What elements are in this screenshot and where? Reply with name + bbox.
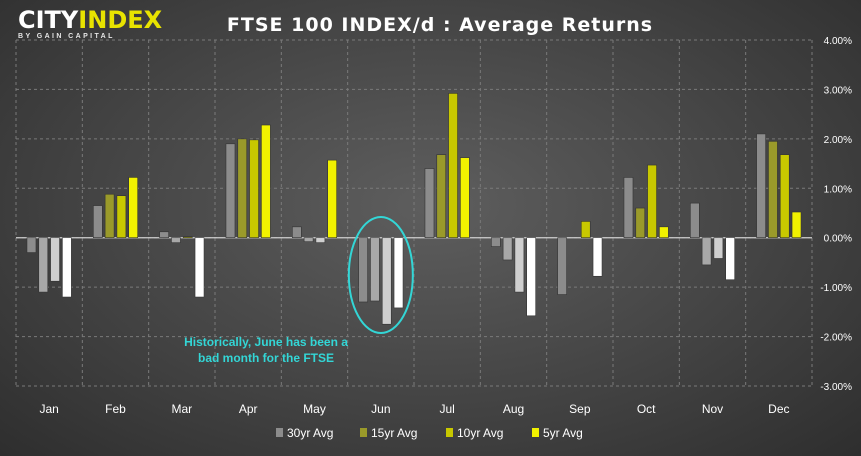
bar <box>62 237 72 298</box>
legend-swatch <box>532 428 539 437</box>
annotation-text: bad month for the FTSE <box>198 351 334 365</box>
bar <box>647 164 657 239</box>
bar <box>171 237 181 243</box>
bar <box>502 237 513 261</box>
bar <box>237 138 248 239</box>
annotation-text: Historically, June has been a <box>184 335 348 349</box>
bar <box>93 205 103 239</box>
x-tick-label: May <box>303 402 326 416</box>
y-tick-label: -2.00% <box>820 333 852 344</box>
logo: CITYINDEX BY GAIN CAPITAL <box>18 8 162 40</box>
legend-label: 15yr Avg <box>371 426 417 440</box>
y-tick-label: -3.00% <box>820 382 852 393</box>
chart-title: FTSE 100 INDEX/d : Average Returns <box>226 14 654 36</box>
bar <box>225 143 236 239</box>
bar <box>689 202 700 239</box>
bar <box>261 124 271 239</box>
x-tick-label: Jun <box>371 402 390 416</box>
bar <box>370 237 380 302</box>
bar <box>128 177 138 239</box>
x-tick-label: Feb <box>105 402 126 416</box>
bar <box>490 237 501 247</box>
bar <box>393 237 404 309</box>
bar <box>623 177 634 239</box>
y-tick-label: 0.00% <box>824 234 852 245</box>
bar <box>713 237 724 259</box>
x-tick-label: Mar <box>171 402 192 416</box>
bar <box>514 237 525 293</box>
legend-label: 10yr Avg <box>457 426 503 440</box>
y-tick-label: 1.00% <box>824 184 852 195</box>
bar <box>104 193 115 239</box>
x-tick-label: Aug <box>503 402 524 416</box>
y-tick-label: 2.00% <box>824 135 852 146</box>
legend-swatch <box>276 428 283 437</box>
bar <box>768 141 778 239</box>
bar <box>659 226 669 239</box>
logo-tagline: BY GAIN CAPITAL <box>18 33 115 40</box>
bar <box>50 237 60 282</box>
legend-swatch <box>446 428 453 437</box>
bar <box>448 93 458 239</box>
bar <box>436 154 447 239</box>
bar <box>592 237 603 277</box>
legend-label: 30yr Avg <box>287 426 333 440</box>
bar <box>580 221 591 239</box>
bar <box>194 237 205 298</box>
bar <box>725 237 736 281</box>
bar <box>779 154 790 239</box>
x-tick-label: Apr <box>239 402 258 416</box>
bar <box>116 195 127 239</box>
bar <box>327 159 338 239</box>
bar <box>358 237 368 303</box>
bar <box>303 237 314 242</box>
y-tick-label: 4.00% <box>824 36 852 47</box>
bar <box>249 139 259 239</box>
bar <box>701 237 712 266</box>
bar <box>791 211 802 239</box>
bar <box>159 231 169 239</box>
bar <box>291 226 302 239</box>
legend-label: 5yr Avg <box>543 426 583 440</box>
bar <box>315 237 326 243</box>
bar <box>756 133 766 239</box>
x-tick-label: Dec <box>768 402 789 416</box>
y-tick-label: 3.00% <box>824 85 852 96</box>
bar <box>381 237 392 325</box>
bar <box>557 237 567 295</box>
y-tick-label: -1.00% <box>820 283 852 294</box>
x-tick-label: Jan <box>39 402 58 416</box>
logo-name-city: CITY <box>18 6 79 34</box>
bar <box>635 207 646 239</box>
x-tick-label: Jul <box>439 402 454 416</box>
logo-name-index: INDEX <box>78 6 163 34</box>
x-tick-label: Sep <box>569 402 591 416</box>
bar <box>460 157 470 239</box>
x-tick-label: Oct <box>637 402 656 416</box>
june-highlight-ellipse <box>347 216 414 334</box>
bar <box>26 237 37 253</box>
bar <box>38 237 49 293</box>
bar <box>424 168 435 239</box>
bar <box>182 236 193 239</box>
x-tick-label: Nov <box>702 402 723 416</box>
bar <box>526 237 537 317</box>
legend-swatch <box>360 428 367 437</box>
